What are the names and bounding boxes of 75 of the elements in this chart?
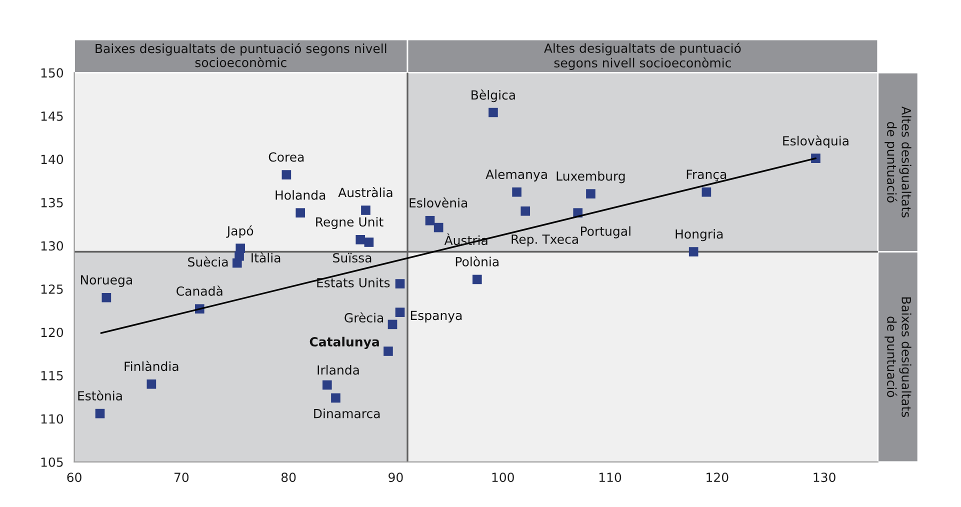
data-label: Regne Unit: [316, 216, 384, 230]
point: [296, 208, 306, 218]
y-tick-label: 125: [41, 284, 63, 294]
data-label: França: [686, 170, 726, 182]
point: [395, 308, 405, 317]
data-label: Eslovènia: [410, 197, 468, 208]
y-tick-label: 105: [41, 457, 63, 467]
point: [364, 238, 374, 247]
point: [282, 170, 292, 180]
point: [322, 380, 332, 390]
data-label: Noruega: [80, 275, 132, 287]
x-tick-label: 90: [388, 472, 403, 482]
x-tick-label: 70: [174, 472, 189, 482]
point: [488, 108, 498, 118]
point: [356, 235, 366, 244]
point: [146, 379, 156, 389]
point: [361, 206, 370, 215]
data-label: Holanda: [276, 190, 326, 200]
data-label: Itàlia: [252, 252, 280, 262]
data-label: Alemanya: [486, 169, 547, 182]
text: Altes desigualtats de puntuació segons nivell socioeconòmic: [544, 42, 741, 70]
data-label: Hongria: [676, 229, 723, 242]
point: [95, 408, 105, 418]
x-tick-label: 100: [492, 472, 514, 482]
data-label: Dinamarca: [314, 408, 380, 418]
y-tick-label: 110: [41, 414, 64, 424]
point: [102, 292, 112, 302]
point: [384, 346, 393, 356]
data-label: Suècia: [188, 256, 228, 267]
point: [425, 216, 435, 226]
point: [702, 187, 712, 197]
point: [688, 247, 698, 256]
point: [236, 244, 246, 253]
data-label: Suïssa: [333, 252, 372, 263]
point: [512, 187, 522, 197]
text: Baixes desigualtats de puntuació segons nivell socioeconòmic: [96, 43, 386, 68]
y-tick-label: 150: [41, 68, 64, 78]
y-tick-label: 115: [41, 371, 63, 380]
x-tick-label: 120: [706, 472, 728, 482]
y-tick-label: 130: [41, 241, 64, 251]
data-label: Austràlia: [338, 187, 392, 198]
data-label: Catalunya: [310, 336, 379, 350]
point: [586, 189, 596, 198]
data-label: Estònia: [78, 390, 122, 400]
point: [472, 274, 482, 284]
y-tick-label: 140: [41, 154, 64, 164]
x-tick-label: 110: [599, 472, 622, 482]
data-label: Canadà: [176, 286, 222, 296]
data-label: Finlàndia: [124, 360, 178, 372]
y-tick-label: 120: [41, 328, 64, 338]
y-tick-label: 145: [41, 112, 63, 121]
text: Altes desigualtats de puntuació: [884, 106, 912, 218]
text: Baixes desigualtats de puntuació: [884, 297, 912, 417]
data-label: Luxemburg: [556, 171, 625, 184]
data-label: Estats Units: [317, 278, 390, 288]
x-tick-label: 60: [67, 472, 82, 482]
data-label: Eslovàquia: [783, 135, 848, 148]
data-label: Corea: [268, 152, 304, 162]
data-label: Bèlgica: [472, 90, 515, 102]
point: [331, 393, 340, 403]
data-label: Àustria: [444, 233, 488, 246]
point: [520, 206, 530, 216]
point: [434, 222, 444, 232]
data-label: Japó: [226, 225, 254, 238]
point: [388, 320, 398, 330]
data-label: Espanya: [410, 310, 462, 323]
x-tick-label: 130: [814, 472, 836, 482]
x-tick-label: 80: [281, 472, 296, 482]
data-label: Grècia: [344, 312, 384, 323]
data-label: Polònia: [456, 256, 498, 266]
data-label: Irlanda: [318, 365, 359, 375]
y-tick-label: 135: [41, 198, 63, 208]
data-label: Portugal: [580, 226, 630, 238]
point: [395, 279, 405, 288]
data-label: Rep. Txeca: [512, 234, 578, 246]
